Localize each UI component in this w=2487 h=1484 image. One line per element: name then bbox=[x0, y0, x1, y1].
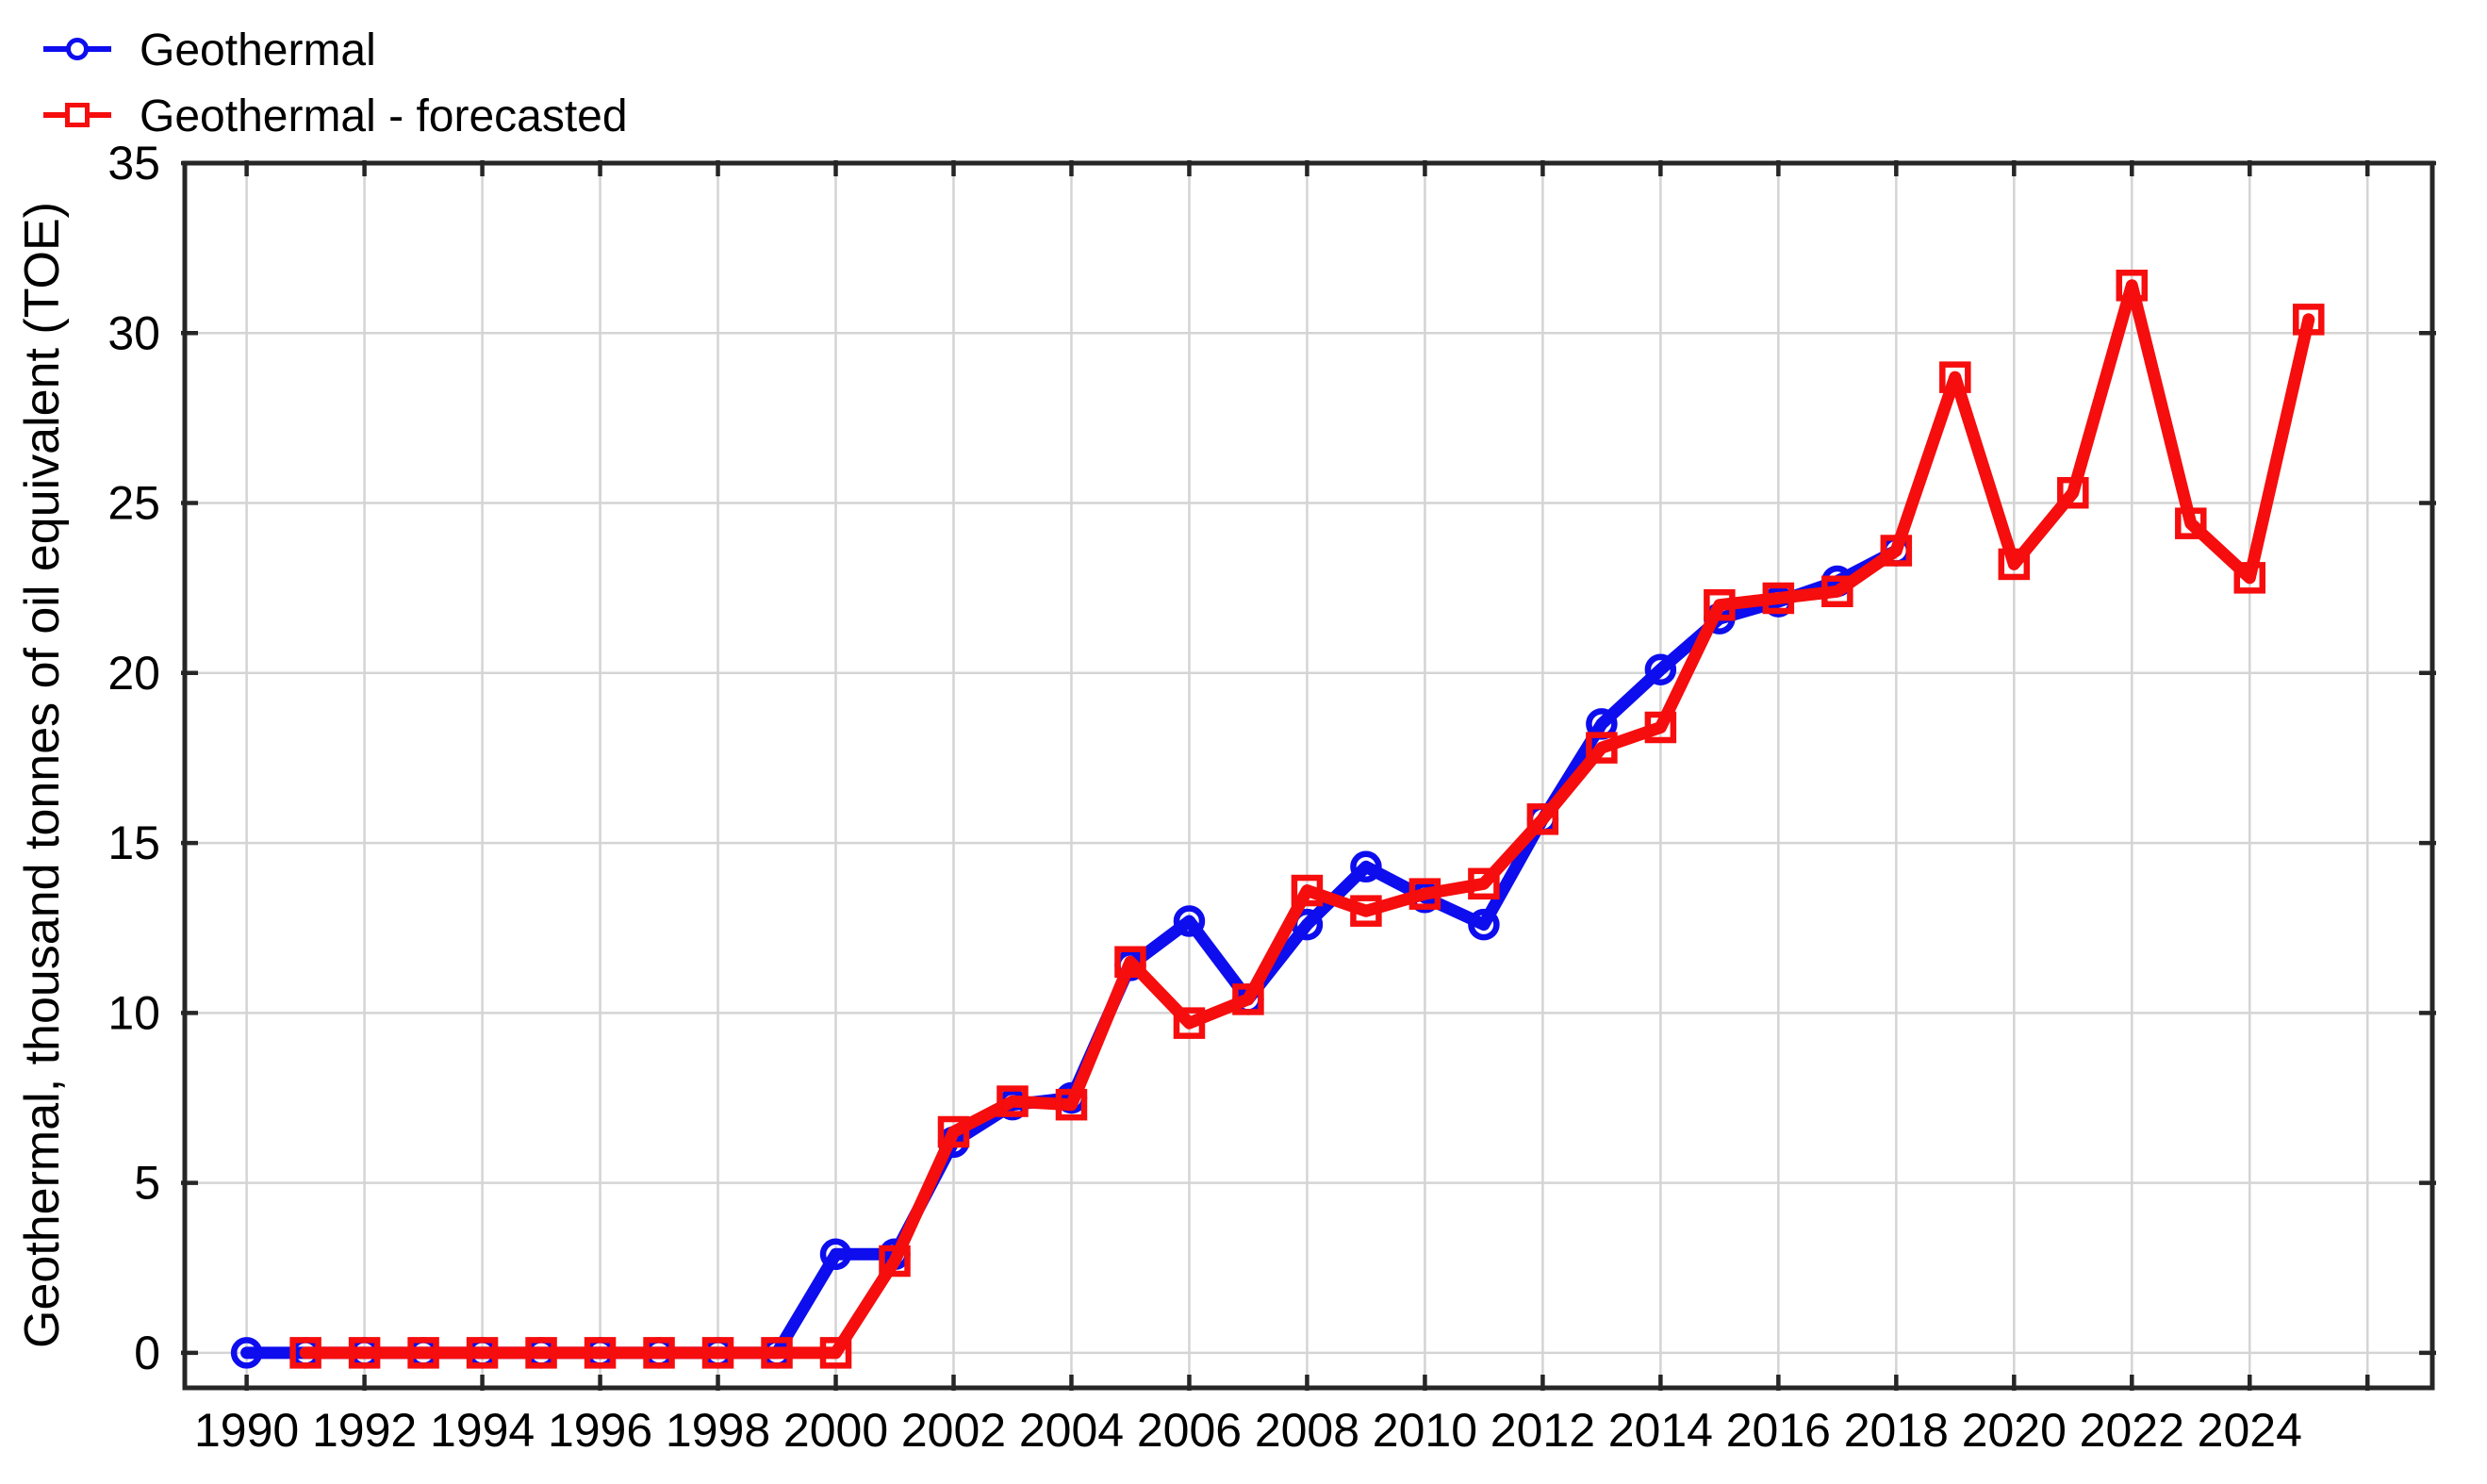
x-tick-label: 1996 bbox=[548, 1404, 652, 1457]
y-tick-label: 25 bbox=[107, 477, 160, 530]
square-marker bbox=[1998, 548, 2031, 581]
square-marker bbox=[1232, 983, 1264, 1015]
plot-border bbox=[182, 160, 2435, 1391]
square-marker bbox=[584, 1337, 617, 1369]
square-marker bbox=[1173, 1007, 1206, 1039]
square-marker bbox=[937, 1115, 970, 1148]
legend-line-circle-icon bbox=[43, 38, 111, 60]
chart-legend: Geothermal Geothermal - forecasted bbox=[43, 25, 628, 141]
square-marker bbox=[879, 1245, 911, 1278]
y-tick-label: 35 bbox=[107, 137, 160, 190]
square-marker bbox=[1468, 867, 1500, 900]
grid-lines bbox=[185, 161, 2432, 1388]
y-axis-title: Geothermal, thousand tonnes of oil equiv… bbox=[15, 202, 70, 1348]
x-tick-label: 2012 bbox=[1491, 1404, 1595, 1457]
y-tick-label: 20 bbox=[107, 647, 160, 700]
square-marker bbox=[1880, 535, 1913, 567]
x-tick-label: 1992 bbox=[312, 1404, 417, 1457]
x-tick-label: 2000 bbox=[783, 1404, 888, 1457]
circle-marker bbox=[1173, 905, 1206, 937]
square-marker bbox=[1939, 361, 1971, 393]
square-marker bbox=[761, 1337, 793, 1369]
square-marker bbox=[996, 1085, 1029, 1117]
data-series bbox=[230, 270, 2325, 1369]
square-marker bbox=[1762, 582, 1795, 615]
x-tick-label: 2008 bbox=[1255, 1404, 1359, 1457]
circle-marker bbox=[1350, 850, 1382, 883]
x-tick-label: 2016 bbox=[1726, 1404, 1831, 1457]
legend-square-marker bbox=[65, 103, 90, 127]
x-tick-label: 2024 bbox=[2198, 1404, 2302, 1457]
square-marker bbox=[407, 1337, 439, 1369]
x-tick-label: 2004 bbox=[1019, 1404, 1124, 1457]
square-marker bbox=[643, 1337, 675, 1369]
circle-marker bbox=[230, 1337, 263, 1369]
square-marker bbox=[1291, 874, 1324, 907]
x-tick-label: 2006 bbox=[1137, 1404, 1242, 1457]
legend-label: Geothermal - forecasted bbox=[140, 91, 628, 141]
square-marker bbox=[1704, 588, 1736, 621]
axis-ticks bbox=[181, 160, 2436, 1391]
square-marker bbox=[2116, 270, 2149, 302]
circle-marker bbox=[819, 1238, 852, 1271]
square-marker bbox=[525, 1337, 557, 1369]
x-tick-label: 2018 bbox=[1844, 1404, 1949, 1457]
square-marker bbox=[466, 1337, 499, 1369]
x-tick-label: 1998 bbox=[666, 1404, 770, 1457]
square-marker bbox=[701, 1337, 734, 1369]
legend-item-geothermal: Geothermal bbox=[43, 25, 376, 75]
square-marker bbox=[1055, 1088, 1088, 1121]
legend-item-geothermal-forecasted: Geothermal - forecasted bbox=[43, 91, 628, 141]
square-marker bbox=[1114, 946, 1146, 979]
square-marker bbox=[1526, 803, 1559, 835]
x-tick-label: 2002 bbox=[901, 1404, 1006, 1457]
square-marker bbox=[1644, 711, 1677, 744]
series-markers-geothermal-forecasted bbox=[289, 270, 2325, 1369]
x-tick-label: 1990 bbox=[194, 1404, 299, 1457]
y-tick-label: 0 bbox=[134, 1327, 160, 1379]
x-tick-label: 2020 bbox=[1962, 1404, 2067, 1457]
y-tick-label: 10 bbox=[107, 986, 160, 1039]
square-marker bbox=[1350, 895, 1382, 927]
legend-circle-marker bbox=[66, 38, 89, 60]
y-axis-tick-labels: 0 5 10 15 20 25 30 35 bbox=[107, 137, 160, 1379]
x-tick-label: 1994 bbox=[430, 1404, 535, 1457]
square-marker bbox=[1821, 575, 1853, 608]
x-axis-tick-labels: 1990 1992 1994 1996 1998 2000 2002 2004 2006 2008… bbox=[194, 1404, 2302, 1457]
y-tick-label: 5 bbox=[134, 1157, 160, 1210]
series-line-geothermal-forecasted bbox=[299, 279, 2315, 1360]
y-tick-label: 30 bbox=[107, 306, 160, 359]
x-tick-label: 2014 bbox=[1608, 1404, 1713, 1457]
square-marker bbox=[348, 1337, 381, 1369]
square-marker bbox=[289, 1337, 321, 1369]
circle-marker bbox=[1644, 653, 1677, 685]
square-marker bbox=[1586, 732, 1618, 764]
square-marker bbox=[1408, 878, 1441, 910]
circle-marker bbox=[1468, 908, 1500, 941]
legend-label: Geothermal bbox=[140, 25, 376, 75]
square-marker bbox=[819, 1337, 852, 1369]
square-marker bbox=[2293, 304, 2325, 336]
square-marker bbox=[2175, 507, 2207, 539]
square-marker bbox=[2233, 562, 2266, 594]
square-marker bbox=[2057, 476, 2089, 509]
legend-line-square-icon bbox=[43, 103, 111, 127]
x-tick-label: 2010 bbox=[1373, 1404, 1477, 1457]
y-tick-label: 15 bbox=[107, 816, 160, 869]
x-tick-label: 2022 bbox=[2080, 1404, 2184, 1457]
